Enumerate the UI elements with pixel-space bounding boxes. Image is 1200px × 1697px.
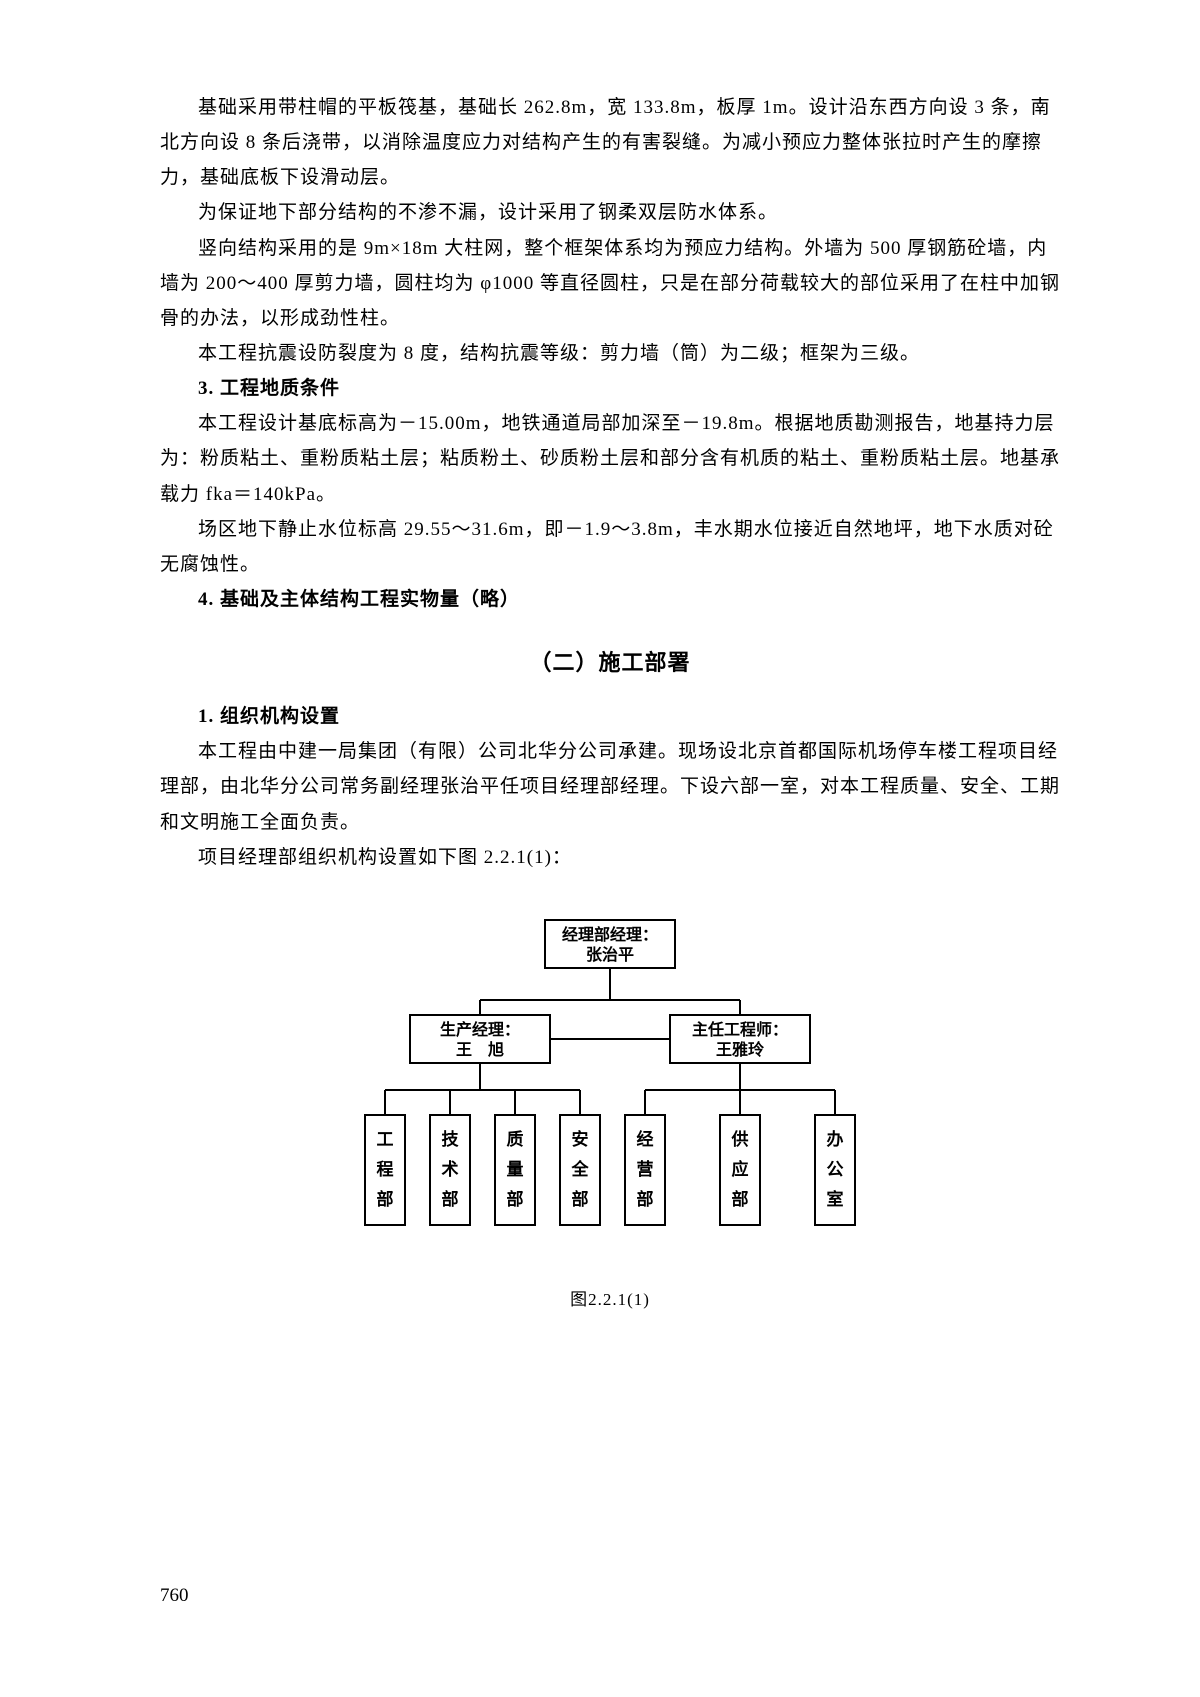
paragraph: 本工程设计基底标高为－15.00m，地铁通道局部加深至－19.8m。根据地质勘测… <box>160 406 1060 511</box>
svg-text:部: 部 <box>732 1189 749 1209</box>
page-number: 760 <box>160 1585 189 1607</box>
svg-text:部: 部 <box>377 1189 394 1209</box>
svg-text:室: 室 <box>827 1189 844 1209</box>
org-right-line2: 王雅玲 <box>716 1040 765 1059</box>
svg-text:部: 部 <box>637 1189 654 1209</box>
svg-text:公: 公 <box>827 1160 844 1179</box>
section-title-construction: （二）施工部署 <box>160 645 1060 677</box>
svg-text:办: 办 <box>827 1129 844 1149</box>
svg-text:程: 程 <box>377 1160 394 1179</box>
org-top-line1: 经理部经理： <box>562 925 658 944</box>
paragraph: 本工程由中建一局集团（有限）公司北华分公司承建。现场设北京首都国际机场停车楼工程… <box>160 734 1060 839</box>
org-chart: 经理部经理： 张治平 生产经理： 王 旭 主任工程师： 王雅玲 <box>350 915 870 1310</box>
dept-box-7: 办 公 室 <box>815 1115 855 1225</box>
svg-text:术: 术 <box>442 1159 459 1179</box>
svg-text:供: 供 <box>731 1129 749 1149</box>
svg-text:安: 安 <box>572 1129 589 1149</box>
dept-box-3: 质 量 部 <box>495 1115 535 1225</box>
heading-quantities: 4. 基础及主体结构工程实物量（略） <box>160 582 1060 617</box>
svg-text:部: 部 <box>507 1189 524 1209</box>
paragraph: 基础采用带柱帽的平板筏基，基础长 262.8m，宽 133.8m，板厚 1m。设… <box>160 90 1060 195</box>
org-top-line2: 张治平 <box>586 945 634 964</box>
dept-box-6: 供 应 部 <box>720 1115 760 1225</box>
svg-text:工: 工 <box>377 1130 394 1149</box>
heading-org: 1. 组织机构设置 <box>160 699 1060 734</box>
paragraph: 项目经理部组织机构设置如下图 2.2.1(1)： <box>160 840 1060 875</box>
paragraph: 场区地下静止水位标高 29.55～31.6m，即－1.9～3.8m，丰水期水位接… <box>160 512 1060 582</box>
svg-text:质: 质 <box>507 1130 524 1149</box>
svg-text:应: 应 <box>732 1159 749 1179</box>
org-left-line2: 王 旭 <box>456 1041 504 1059</box>
svg-text:技: 技 <box>442 1129 460 1149</box>
heading-geology: 3. 工程地质条件 <box>160 371 1060 406</box>
paragraph: 本工程抗震设防裂度为 8 度，结构抗震等级：剪力墙（筒）为二级；框架为三级。 <box>160 336 1060 371</box>
svg-text:经: 经 <box>637 1129 654 1149</box>
dept-box-2: 技 术 部 <box>430 1115 470 1225</box>
figure-caption: 图2.2.1(1) <box>350 1285 870 1310</box>
svg-text:部: 部 <box>572 1189 589 1209</box>
dept-box-5: 经 营 部 <box>625 1115 665 1225</box>
dept-box-4: 安 全 部 <box>560 1115 600 1225</box>
org-left-line1: 生产经理： <box>440 1020 520 1039</box>
dept-box-1: 工 程 部 <box>365 1115 405 1225</box>
org-right-line1: 主任工程师： <box>692 1020 788 1039</box>
svg-text:营: 营 <box>637 1159 654 1179</box>
svg-text:全: 全 <box>571 1159 590 1179</box>
svg-text:部: 部 <box>442 1189 459 1209</box>
svg-text:量: 量 <box>507 1159 524 1179</box>
paragraph: 为保证地下部分结构的不渗不漏，设计采用了钢柔双层防水体系。 <box>160 195 1060 230</box>
paragraph: 竖向结构采用的是 9m×18m 大柱网，整个框架体系均为预应力结构。外墙为 50… <box>160 231 1060 336</box>
